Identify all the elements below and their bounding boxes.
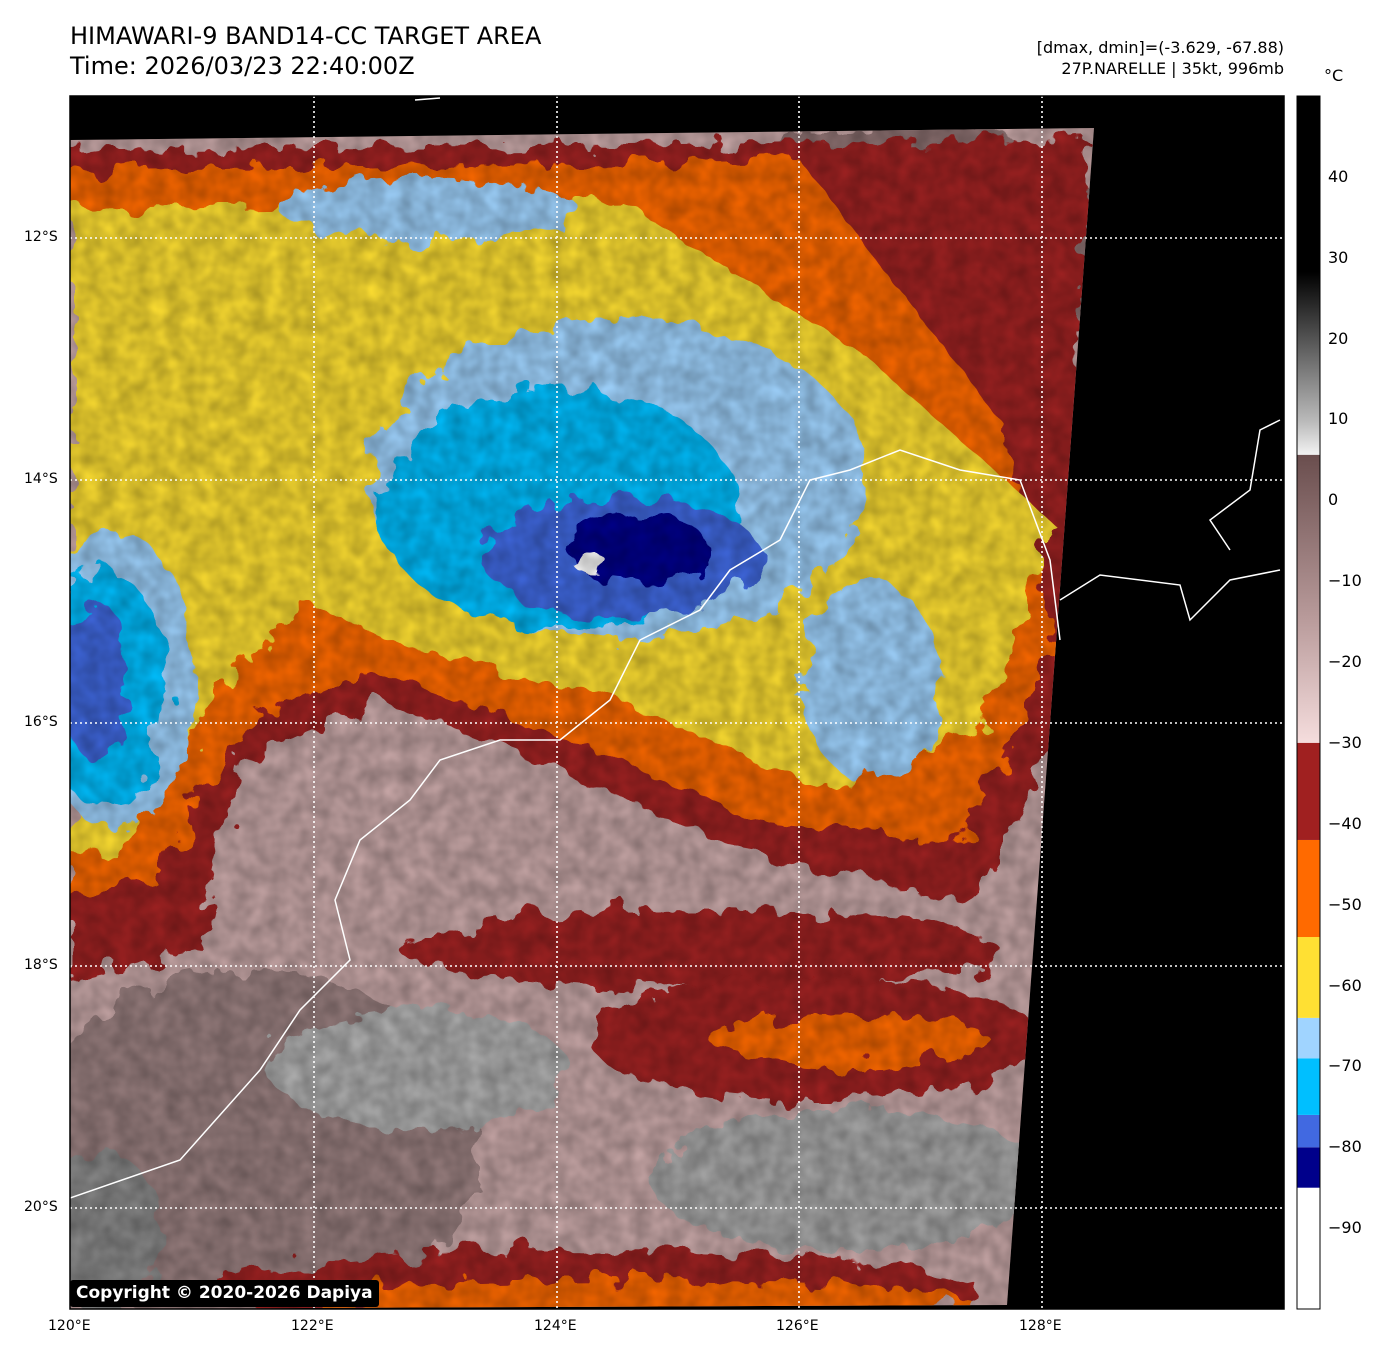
colorbar-tick: −90 [1328, 1218, 1362, 1238]
lon-tick: 124°E [534, 1318, 577, 1334]
gridlines [70, 96, 1284, 1309]
colorbar-segment [1297, 1147, 1320, 1188]
lon-tick: 126°E [776, 1318, 819, 1334]
colorbar-tick: −40 [1328, 813, 1362, 833]
colorbar-segment [1297, 1058, 1320, 1115]
lat-tick: 20°S [24, 1199, 58, 1215]
colorbar-tick: −30 [1328, 732, 1362, 752]
colorbar-tick: −10 [1328, 571, 1362, 591]
colorbar-frame [1296, 95, 1321, 1310]
lon-tick: 120°E [48, 1318, 91, 1334]
colorbar-gradient [1297, 96, 1320, 748]
coastline [70, 97, 1281, 1199]
chart-time: Time: 2026/03/23 22:40:00Z [70, 52, 415, 80]
colorbar-segment [1297, 937, 1320, 1018]
colorbar-segment [1297, 1187, 1320, 1309]
colorbar-tick: 0 [1328, 490, 1339, 510]
lon-tick: 128°E [1019, 1318, 1062, 1334]
colorbar-tick: 20 [1328, 328, 1349, 348]
colorbar [1297, 96, 1320, 1309]
lat-tick: 14°S [24, 471, 58, 487]
colorbar-segment [1297, 1114, 1320, 1148]
colorbar-tick: −60 [1328, 975, 1362, 995]
colorbar-tick: 10 [1328, 409, 1349, 429]
copyright-label: Copyright © 2020-2026 Dapiya [70, 1280, 379, 1307]
chart-title: HIMAWARI-9 BAND14-CC TARGET AREA [70, 22, 542, 50]
colorbar-tick: −70 [1328, 1056, 1362, 1076]
colorbar-tick: 40 [1328, 166, 1349, 186]
imagery-layer [70, 128, 1094, 1309]
colorbar-segment [1297, 742, 1320, 840]
colorbar-unit: °C [1324, 66, 1344, 85]
data-range-label: [dmax, dmin]=(-3.629, -67.88) [1036, 38, 1284, 57]
colorbar-tick: −50 [1328, 894, 1362, 914]
colorbar-tick: 30 [1328, 247, 1349, 267]
colorbar-segment [1297, 1017, 1320, 1059]
storm-info-label: 27P.NARELLE | 35kt, 996mb [1061, 59, 1284, 78]
colorbar-segment [1297, 839, 1320, 938]
colorbar-tick: −80 [1328, 1137, 1362, 1157]
map-frame [69, 95, 1285, 1310]
lat-tick: 18°S [24, 957, 58, 973]
lat-tick: 16°S [24, 714, 58, 730]
lat-tick: 12°S [24, 229, 58, 245]
lon-tick: 122°E [291, 1318, 334, 1334]
colorbar-tick: −20 [1328, 652, 1362, 672]
